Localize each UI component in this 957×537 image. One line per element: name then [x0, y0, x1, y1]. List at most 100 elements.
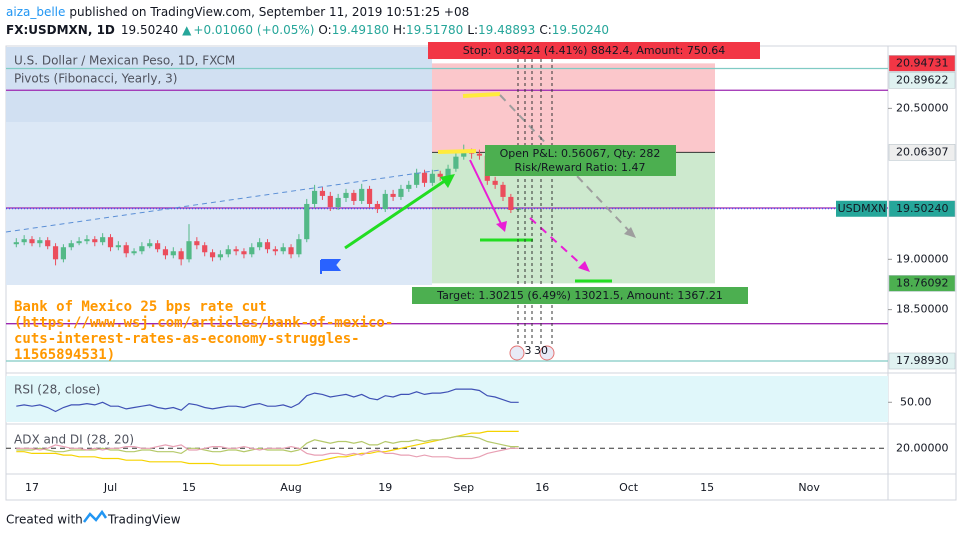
- x-tick-label: 15: [700, 481, 714, 494]
- price-tag-label: 17.98930: [896, 354, 949, 367]
- pane-title: RSI (28, close): [14, 383, 100, 397]
- x-tick-label: 19: [378, 481, 392, 494]
- symbol-tag: [836, 200, 887, 217]
- drawings-layer: [5, 47, 636, 361]
- candle-body: [249, 247, 255, 255]
- candle-body: [257, 242, 263, 248]
- candle-body: [437, 173, 443, 177]
- candle-body: [351, 192, 357, 201]
- candle-body: [178, 251, 184, 260]
- candle-body: [335, 197, 341, 207]
- y-tick-label: 20.00000: [896, 441, 949, 454]
- candle-body: [445, 168, 451, 177]
- event-label: 3: [525, 344, 532, 357]
- candle-body: [115, 245, 121, 248]
- symbol-tag-label: USDMXN: [838, 202, 887, 215]
- indicator-line: [16, 430, 519, 466]
- candle-body: [13, 242, 19, 245]
- candle-body: [264, 242, 271, 250]
- ohlc-label: O:: [318, 23, 331, 37]
- pnl-label: Open P&L: 0.56067, Qty: 282: [500, 147, 661, 160]
- pnl-label-box: [485, 145, 676, 176]
- candle-body: [312, 190, 318, 204]
- x-tick-label: Aug: [280, 481, 301, 494]
- candle-body: [92, 239, 98, 243]
- symbol-line: FX:USDMXN, 1D 19.50240 ▲ +0.01060 (+0.05%) O…: [6, 23, 609, 37]
- ohlc-label: C:: [539, 23, 551, 37]
- price-tag: [888, 352, 956, 370]
- projection-line: [499, 94, 634, 236]
- pane-title: ADX and DI (28, 20): [14, 433, 134, 447]
- candle-body: [476, 153, 483, 156]
- marks-layer: [13, 144, 522, 466]
- candle-body: [194, 241, 200, 246]
- x-tick-label: 16: [535, 481, 549, 494]
- annotation-line: (https://www.wsj.com/articles/bank-of-me…: [14, 315, 393, 331]
- candle-body: [162, 249, 169, 256]
- candle-body: [414, 172, 420, 185]
- price-tag: [888, 144, 956, 161]
- candle-body: [453, 156, 459, 169]
- x-tick-label: Oct: [619, 481, 639, 494]
- legend-title: U.S. Dollar / Mexican Peso, 1D, FXCM: [14, 54, 235, 68]
- flag-icon: [320, 259, 342, 274]
- ohlc-value: 19.51780: [406, 23, 463, 37]
- arrow-head: [496, 221, 507, 232]
- trend-line: [5, 169, 441, 233]
- arrow-head: [578, 261, 590, 272]
- x-tick-label: 15: [182, 481, 196, 494]
- rr-label: Risk/Reward Ratio: 1.47: [515, 161, 646, 174]
- change: +0.01060 (+0.05%): [193, 23, 314, 37]
- candle-body: [225, 249, 231, 255]
- ohlc-label: L:: [467, 23, 478, 37]
- annotation-line: Bank of Mexico 25 bps rate cut: [14, 299, 267, 315]
- candle-body: [147, 243, 153, 247]
- user-rectangle-band: [6, 47, 432, 122]
- candle-body: [60, 247, 66, 260]
- candle-body: [272, 249, 278, 252]
- candle-body: [319, 190, 326, 196]
- stop-zone: [432, 63, 715, 153]
- candle-body: [170, 251, 176, 256]
- footer-brand[interactable]: TradingView: [107, 513, 181, 527]
- ohlc-value: 19.50240: [552, 23, 609, 37]
- arrow-head: [624, 227, 636, 238]
- x-tick-label: Nov: [798, 481, 820, 494]
- candle-body: [37, 240, 43, 244]
- y-tick-label: 19.00000: [896, 252, 949, 265]
- candle-body: [343, 192, 349, 198]
- candle-body: [390, 193, 396, 197]
- legend-pivots: Pivots (Fibonacci, Yearly, 3): [14, 72, 177, 86]
- candle-body: [139, 246, 145, 252]
- x-tick-label: 17: [25, 481, 39, 494]
- rsi-band: [6, 376, 888, 422]
- candle-body: [327, 195, 333, 207]
- event-icon[interactable]: [539, 345, 555, 361]
- marker-line: [462, 92, 501, 98]
- price-tag-label: 18.76092: [896, 276, 949, 289]
- candle-body: [382, 193, 388, 209]
- event-icon[interactable]: [509, 345, 525, 361]
- candle-body: [217, 254, 223, 258]
- symbol: FX:USDMXN, 1D: [6, 23, 115, 37]
- candle-body: [296, 239, 302, 255]
- author[interactable]: aiza_belle: [6, 5, 65, 19]
- price-tag: [888, 200, 956, 218]
- event-lines: [517, 47, 553, 346]
- stop-label-box: [428, 42, 760, 59]
- price-tag-label: 19.50240: [896, 202, 949, 215]
- candle-body: [280, 247, 286, 252]
- published: published on TradingView.com, September …: [69, 5, 469, 19]
- candle-body: [209, 252, 216, 258]
- candle-body: [186, 241, 192, 260]
- arrow-head: [440, 174, 455, 188]
- candle-body: [304, 203, 310, 240]
- candle-body: [359, 188, 365, 201]
- annotation-line: 11565894531): [14, 347, 115, 363]
- price-tag-label: 20.89622: [896, 73, 949, 86]
- candle-body: [107, 237, 114, 248]
- candle-body: [100, 237, 106, 243]
- candle-body: [288, 247, 294, 255]
- candle-body: [500, 184, 506, 197]
- candle-body: [202, 245, 208, 253]
